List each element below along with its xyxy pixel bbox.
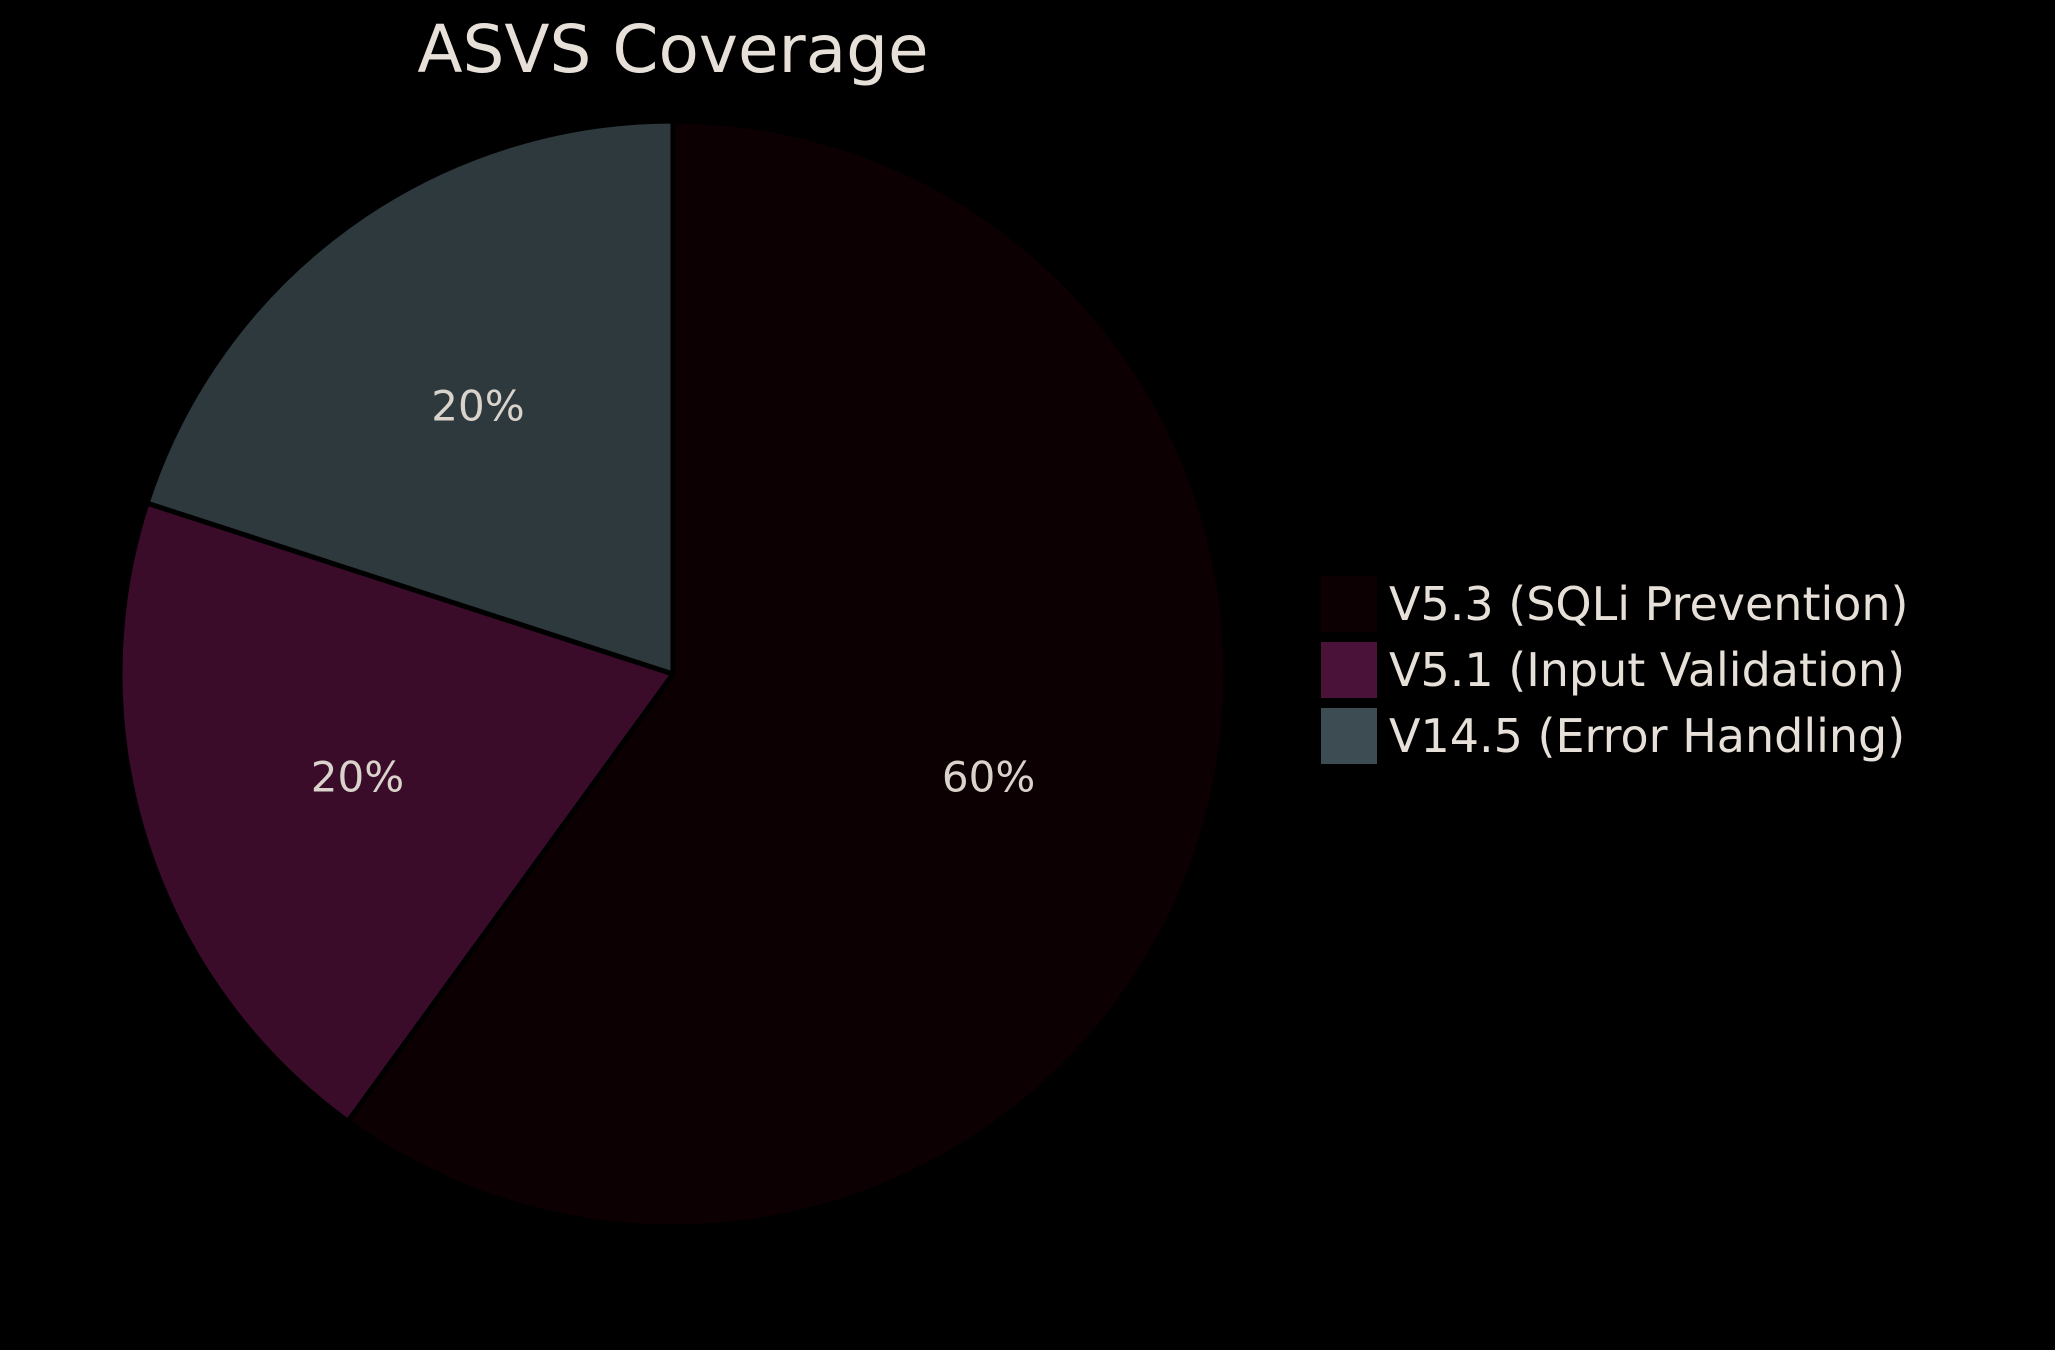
legend-swatch-v5-1-input-validation [1321, 642, 1377, 698]
slice-value-label: 20% [431, 382, 524, 431]
pie-slice-v14-5-error-handling [144, 118, 676, 677]
slice-value-label: 20% [311, 753, 404, 802]
chart-title: ASVS Coverage [417, 11, 928, 88]
pie-slice-v5-3-sqli-prevention [345, 118, 1229, 1230]
pie-slices [117, 118, 1229, 1230]
legend-label-v5-1-input-validation: V5.1 (Input Validation) [1389, 643, 1905, 697]
legend-label-v5-3-sqli-prevention: V5.3 (SQLi Prevention) [1389, 577, 1909, 631]
pie-slice-labels: 60% 20% 20% [311, 382, 1035, 802]
legend-swatch-v14-5-error-handling [1321, 708, 1377, 764]
legend-label-v14-5-error-handling: V14.5 (Error Handling) [1389, 709, 1905, 763]
legend: V5.3 (SQLi Prevention) V5.1 (Input Valida… [1321, 576, 1909, 764]
slice-value-label: 60% [942, 753, 1035, 802]
legend-swatch-v5-3-sqli-prevention [1321, 576, 1377, 632]
pie-slice-v5-1-input-validation [117, 500, 676, 1124]
